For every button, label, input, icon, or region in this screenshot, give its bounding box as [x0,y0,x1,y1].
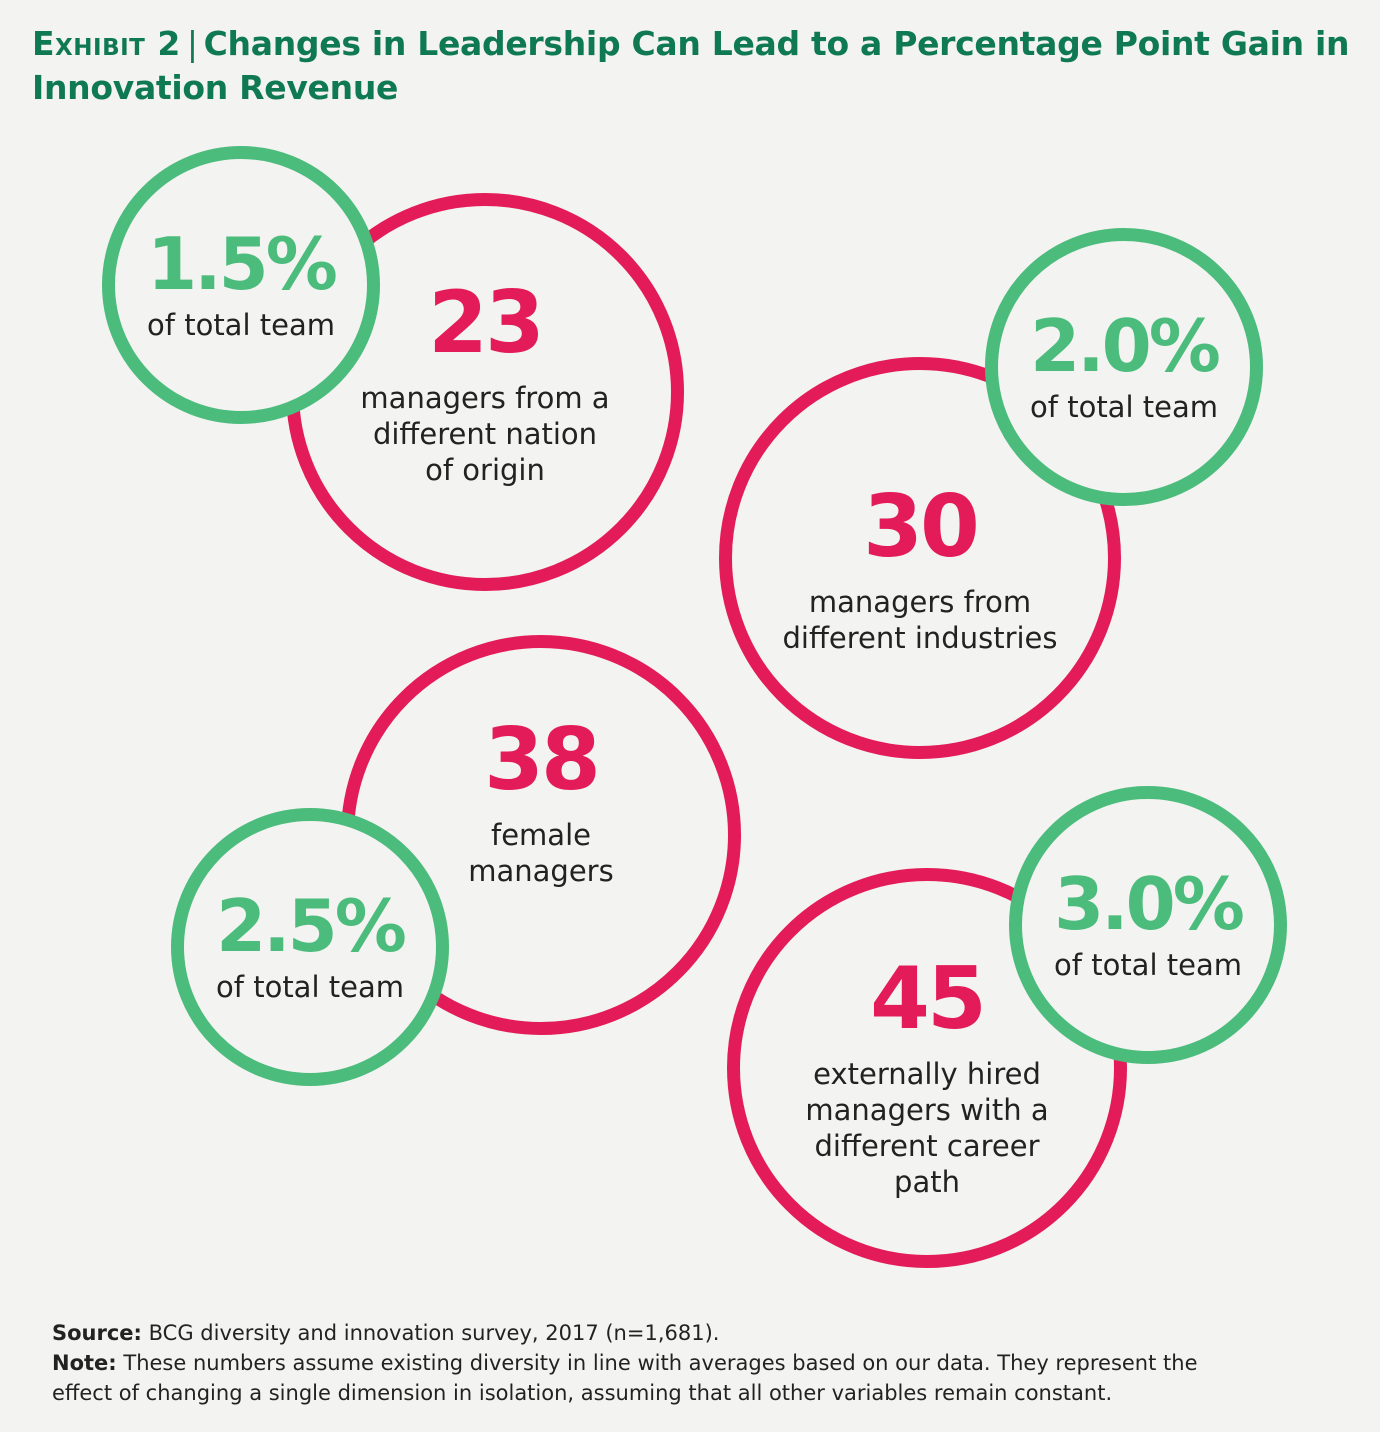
title-text: Changes in Leadership Can Lead to a Perc… [32,24,1350,107]
industries-description: managers from different industries [782,584,1057,656]
footer-notes: Source: BCG diversity and innovation sur… [52,1318,1352,1408]
industries-count: 30 [863,477,980,577]
note-text-line2: effect of changing a single dimension in… [52,1381,1113,1405]
description-line: female [491,818,591,852]
female-managers-percent: 2.5% [216,884,407,968]
note-line: Note: These numbers assume existing dive… [52,1348,1352,1378]
industries-percent-circle: 2.0% of total team [985,228,1263,506]
nation-of-origin-count: 23 [428,273,545,373]
nation-of-origin-percent-label: of total team [147,308,335,342]
note-text-line1: These numbers assume existing diversity … [123,1351,1198,1375]
female-managers-percent-circle: 2.5% of total team [171,808,449,1086]
source-label: Source: [52,1321,142,1345]
description-line: path [894,1165,960,1199]
exhibit-title: Exhibit 2 | Changes in Leadership Can Lead… [32,22,1352,110]
nation-of-origin-percent: 1.5% [147,222,338,306]
exhibit-label: Exhibit 2 [32,24,181,63]
note-label: Note: [52,1351,117,1375]
title-separator: | [186,24,198,63]
career-path-percent: 3.0% [1054,862,1245,946]
description-line: managers from a [360,381,610,415]
description-line: managers with a [805,1093,1049,1127]
career-path-count: 45 [870,949,987,1049]
career-path-percent-label: of total team [1054,948,1242,982]
source-line: Source: BCG diversity and innovation sur… [52,1318,1352,1348]
description-line: externally hired [813,1057,1041,1091]
description-line: of origin [425,453,545,487]
description-line: different industries [782,621,1058,655]
female-managers-percent-label: of total team [216,970,404,1004]
career-path-description: externally hired managers with a differe… [805,1056,1048,1200]
description-line: different career [814,1129,1040,1163]
female-managers-count: 38 [484,710,601,810]
description-line: different nation [372,417,598,451]
female-managers-description: female managers [468,817,613,889]
description-line: managers [468,854,614,888]
nation-of-origin-description: managers from a different nation of orig… [360,380,609,488]
industries-percent: 2.0% [1030,304,1221,388]
industries-percent-label: of total team [1030,390,1218,424]
career-path-percent-circle: 3.0% of total team [1009,786,1287,1064]
nation-of-origin-percent-circle: 1.5% of total team [102,146,380,424]
description-line: managers from [808,585,1032,619]
source-text: BCG diversity and innovation survey, 201… [148,1321,720,1345]
